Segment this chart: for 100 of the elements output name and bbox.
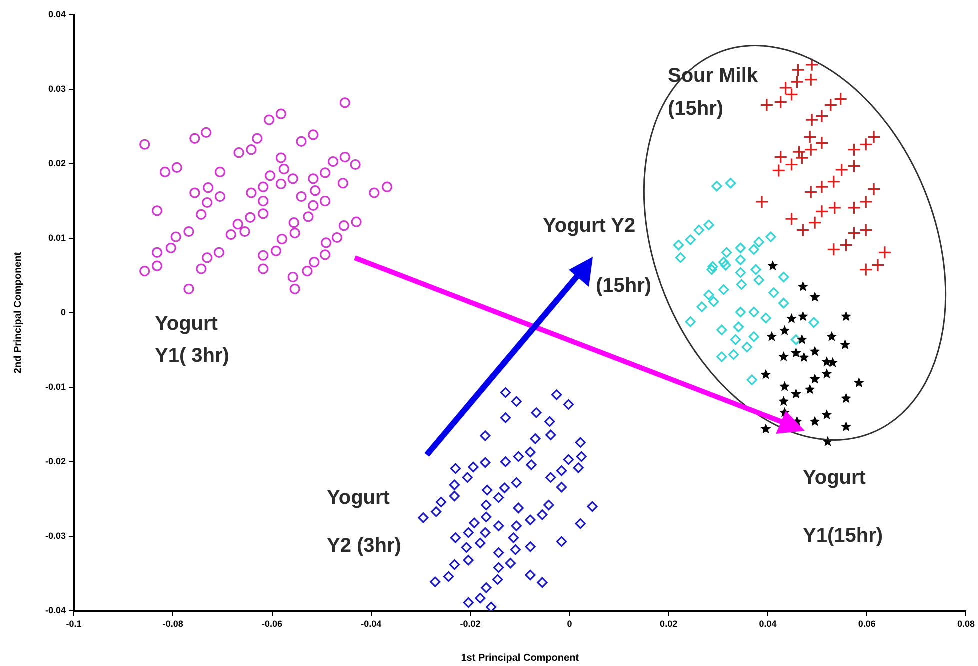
point <box>720 260 732 271</box>
point <box>841 311 852 322</box>
x-tick-label: 0.06 <box>858 618 876 629</box>
point <box>804 186 818 200</box>
point <box>859 138 873 152</box>
x-tick-label: -0.04 <box>361 618 382 629</box>
point <box>746 374 758 386</box>
point <box>815 204 829 218</box>
point <box>859 195 873 209</box>
point <box>835 163 849 177</box>
point <box>780 325 790 336</box>
y-tick-label: -0.02 <box>45 456 66 466</box>
point <box>718 284 730 296</box>
point <box>791 63 806 77</box>
y-tick-label: 0 <box>60 307 66 318</box>
y-tick-label: -0.04 <box>45 605 66 616</box>
point <box>808 216 822 230</box>
point <box>796 224 810 238</box>
point <box>685 234 696 246</box>
point <box>760 424 772 434</box>
point <box>847 226 862 240</box>
point <box>754 236 764 248</box>
point <box>725 178 736 189</box>
point <box>760 369 772 380</box>
point <box>871 258 885 272</box>
point <box>822 410 832 420</box>
point <box>742 342 752 353</box>
y-axis-title: 2nd Principal Component <box>12 252 24 374</box>
point <box>790 348 802 358</box>
point <box>694 225 704 236</box>
point <box>748 306 760 318</box>
x-tick-label: -0.1 <box>66 618 82 629</box>
point <box>736 279 747 290</box>
point <box>696 302 708 312</box>
text: Yogurt Y2 (3hr) <box>327 487 402 557</box>
point <box>772 164 786 178</box>
point <box>841 393 852 404</box>
y-tick-label: -0.01 <box>45 382 66 392</box>
point <box>841 421 852 432</box>
point <box>867 130 881 144</box>
point <box>754 274 764 286</box>
point <box>675 252 686 264</box>
point <box>755 195 769 209</box>
x-tick-label: 0.04 <box>759 618 777 629</box>
point <box>716 324 728 336</box>
point <box>798 281 808 292</box>
annotation: Yogurt Y1( 3hr) <box>155 312 230 368</box>
x-tick-label: -0.06 <box>262 618 283 629</box>
point <box>804 73 818 87</box>
point <box>815 136 829 150</box>
point <box>834 92 848 106</box>
point <box>803 130 817 144</box>
point <box>735 267 746 278</box>
point <box>854 378 864 388</box>
point <box>760 98 774 112</box>
point <box>708 296 720 308</box>
point <box>815 180 829 194</box>
point <box>798 352 810 362</box>
point <box>786 313 797 324</box>
point <box>810 416 820 426</box>
x-tick-label: 0 <box>567 618 572 629</box>
point <box>735 242 746 254</box>
x-tick-label: -0.02 <box>460 618 481 629</box>
point <box>708 262 718 272</box>
point <box>847 143 862 157</box>
point <box>766 331 778 342</box>
point <box>733 322 744 332</box>
point <box>790 388 802 399</box>
point <box>722 247 732 258</box>
point <box>827 242 841 256</box>
y-tick-label: 0.03 <box>48 84 66 94</box>
point <box>805 113 819 127</box>
point <box>826 331 838 342</box>
point <box>750 264 762 276</box>
point <box>859 224 873 238</box>
point <box>840 340 851 350</box>
point <box>730 334 742 346</box>
point <box>768 288 780 298</box>
point <box>718 257 730 268</box>
point <box>748 332 760 342</box>
point <box>784 158 799 172</box>
point <box>867 182 881 196</box>
y-tick-label: 0.04 <box>48 9 66 20</box>
point <box>748 244 760 255</box>
point <box>804 384 816 394</box>
point <box>822 368 832 379</box>
point <box>735 254 746 266</box>
x-axis-title: 1st Principal Component <box>461 652 580 664</box>
point <box>735 306 746 318</box>
point <box>824 98 838 112</box>
point <box>673 240 684 251</box>
point <box>728 349 740 360</box>
point <box>780 381 790 392</box>
point <box>859 262 873 277</box>
x-tick-label: 0.08 <box>957 618 976 629</box>
point <box>828 201 842 215</box>
point <box>706 264 718 276</box>
point <box>798 311 808 322</box>
point <box>778 298 790 309</box>
point <box>774 95 788 109</box>
